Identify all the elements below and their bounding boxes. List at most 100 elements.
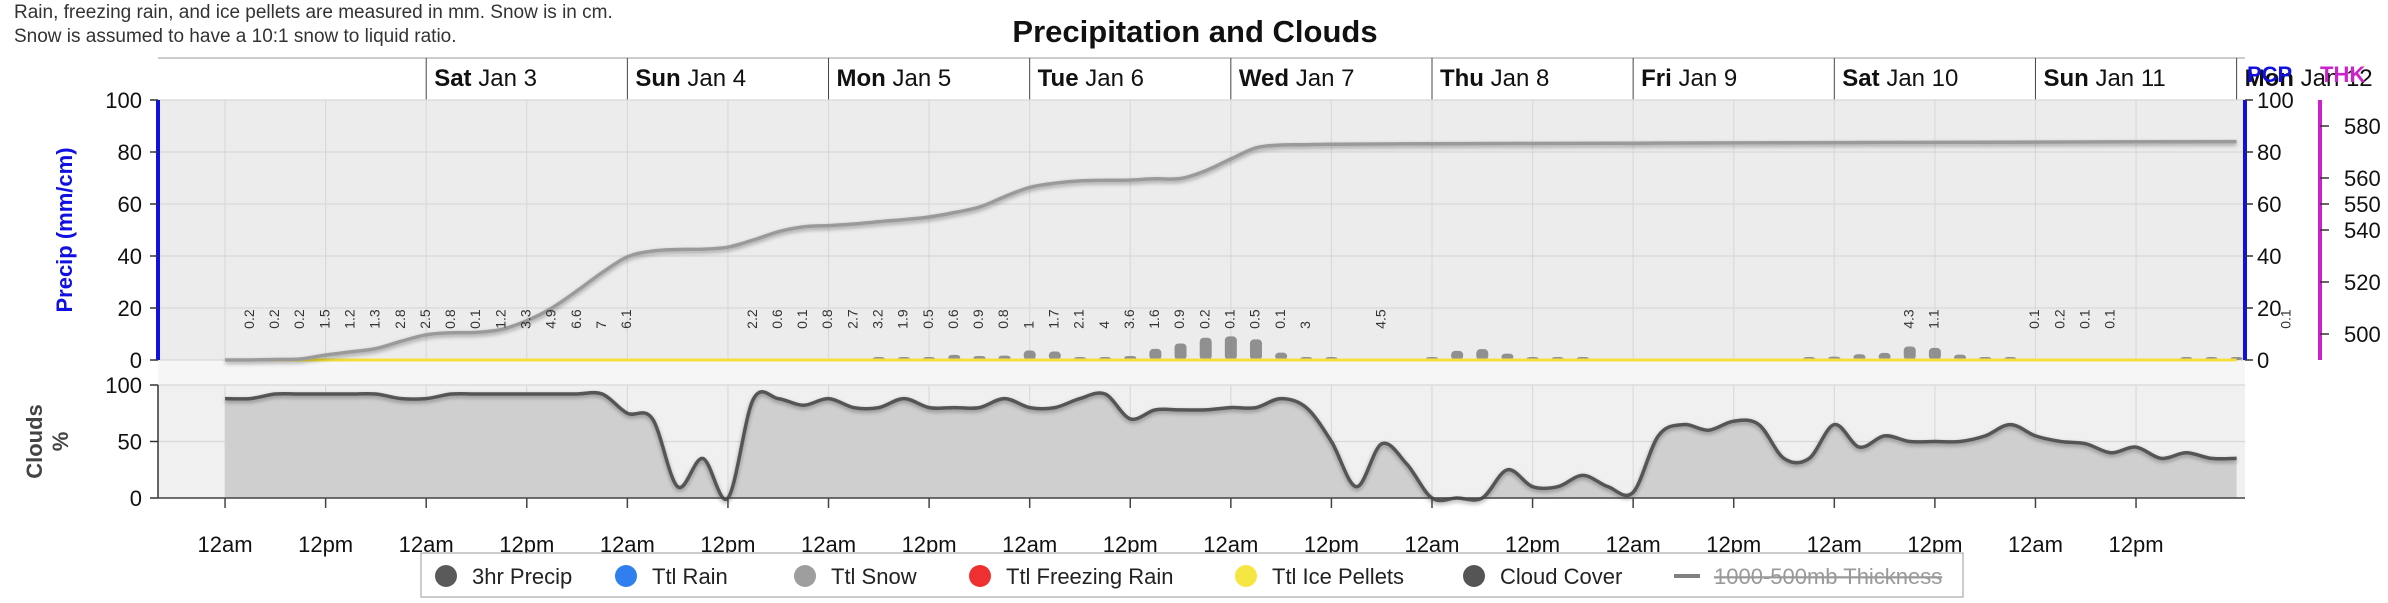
- precip-y-axis-label: Precip (mm/cm): [52, 147, 77, 312]
- precip-3hr-label: 6.6: [568, 309, 584, 329]
- precip-left-tick-label: 40: [118, 244, 142, 269]
- cloud-cover-line: [225, 390, 2237, 503]
- precip-3hr-label: 0.9: [1171, 309, 1187, 329]
- precip-3hr-label: 4.3: [1900, 309, 1916, 329]
- thk-tick-label: 580: [2344, 114, 2381, 139]
- precip-3hr-label: 0.2: [241, 309, 257, 329]
- legend-item: Ttl Rain: [615, 564, 728, 589]
- day-label: Thu Jan 8: [1440, 65, 1549, 92]
- thk-tick-label: 550: [2344, 192, 2381, 217]
- day-date: Jan 11: [2095, 65, 2165, 92]
- time-tick-label: 12am: [2008, 532, 2063, 557]
- precip-3hr-bar: [1451, 350, 1464, 360]
- time-tick-label: 12pm: [2109, 532, 2164, 557]
- time-tick-label: 12am: [198, 532, 253, 557]
- precip-3hr-label: 6.1: [618, 309, 634, 329]
- precip-3hr-label: 1.2: [492, 309, 508, 329]
- cloud-left-tick-label: 0: [130, 486, 142, 511]
- precip-3hr-label: 0.8: [819, 309, 835, 329]
- precip-right-tick-label: 60: [2257, 192, 2281, 217]
- legend-label: 3hr Precip: [472, 564, 572, 589]
- precip-3hr-label: 0.1: [1222, 309, 1238, 329]
- precip-right-tick-label: 100: [2257, 88, 2294, 113]
- precip-3hr-label: 1.7: [1046, 309, 1062, 329]
- day-label: Fri Jan 9: [1641, 65, 1737, 92]
- precip-3hr-label: 0.1: [1272, 309, 1288, 329]
- precip-3hr-label: 3.6: [1121, 309, 1137, 329]
- precip-3hr-label: 0.1: [467, 309, 483, 329]
- precip-3hr-bar: [1048, 351, 1061, 360]
- legend-label: Ttl Rain: [652, 564, 728, 589]
- precip-3hr-label: 0.2: [266, 309, 282, 329]
- day-date: Jan 9: [1678, 65, 1737, 92]
- precip-3hr-label: 0.5: [920, 309, 936, 329]
- cloud-y-axis-label: Clouds: [22, 404, 47, 479]
- precip-3hr-label: 3.3: [518, 309, 534, 329]
- time-tick-label: 12pm: [298, 532, 353, 557]
- precip-right-tick-label: 40: [2257, 244, 2281, 269]
- thk-axis-label: THK: [2320, 62, 2365, 87]
- precip-3hr-bar: [1224, 336, 1237, 360]
- precip-3hr-label: 4: [1096, 321, 1112, 329]
- precip-3hr-label: 1.1: [1926, 309, 1942, 329]
- precip-3hr-label: 0.1: [794, 309, 810, 329]
- cloud-cover-area: [225, 391, 2237, 501]
- day-label: Mon Jan 12: [2245, 65, 2373, 92]
- legend-label: Ttl Snow: [831, 564, 917, 589]
- day-of-week: Thu: [1440, 65, 1491, 92]
- legend-label: Cloud Cover: [1500, 564, 1622, 589]
- precip-3hr-label: 1.5: [316, 309, 332, 329]
- day-label: Sat Jan 3: [434, 65, 537, 92]
- precip-left-tick-label: 0: [130, 348, 142, 373]
- legend-swatch: [1463, 565, 1485, 587]
- day-of-week: Mon: [837, 65, 893, 92]
- precip-3hr-bar: [1023, 350, 1036, 360]
- day-label: Tue Jan 6: [1038, 65, 1144, 92]
- precip-3hr-label: 0.8: [995, 309, 1011, 329]
- day-date: Jan 10: [1886, 65, 1958, 92]
- chart-title: Precipitation and Clouds: [1012, 14, 1377, 49]
- precip-3hr-label: 2.7: [844, 309, 860, 329]
- precip-3hr-bar: [1903, 346, 1916, 360]
- precip-3hr-label: 0.5: [1247, 309, 1263, 329]
- day-date: Jan 6: [1085, 65, 1144, 92]
- precip-3hr-bar: [1928, 347, 1941, 360]
- precip-3hr-bar: [1199, 337, 1212, 360]
- cloud-left-tick-label: 50: [118, 430, 142, 455]
- legend-item: Ttl Snow: [794, 564, 917, 589]
- precip-3hr-label: 2.5: [417, 309, 433, 329]
- day-of-week: Sat: [434, 65, 478, 92]
- day-date: Jan 5: [893, 65, 952, 92]
- precip-3hr-label: 0.6: [945, 309, 961, 329]
- day-date: Jan 12: [2301, 65, 2373, 92]
- legend-label: Ttl Freezing Rain: [1006, 564, 1174, 589]
- day-label: Mon Jan 5: [837, 65, 952, 92]
- precip-3hr-bar: [1249, 339, 1262, 360]
- thk-tick-label: 560: [2344, 166, 2381, 191]
- thk-tick-label: 540: [2344, 218, 2381, 243]
- precip-right-tick-label: 0: [2257, 348, 2269, 373]
- precip-3hr-label: 0.6: [769, 309, 785, 329]
- legend-swatch: [435, 565, 457, 587]
- thk-tick-label: 500: [2344, 322, 2381, 347]
- legend-swatch: [794, 565, 816, 587]
- legend-swatch: [1235, 565, 1257, 587]
- precip-3hr-label: 2.1: [1071, 309, 1087, 329]
- precip-3hr-label: 1.2: [342, 309, 358, 329]
- day-of-week: Sun: [635, 65, 687, 92]
- day-date: Jan 7: [1296, 65, 1355, 92]
- precip-3hr-label: 0.2: [1196, 309, 1212, 329]
- precip-3hr-label: 4.5: [1372, 309, 1388, 329]
- legend-item: Ttl Freezing Rain: [969, 564, 1174, 589]
- total-snow-line: [225, 139, 2237, 362]
- units-note: Rain, freezing rain, and ice pellets are…: [14, 2, 613, 23]
- precip-right-tick-label: 80: [2257, 140, 2281, 165]
- precip-3hr-label: 1.3: [367, 309, 383, 329]
- pcp-axis-label: PCP: [2247, 62, 2292, 87]
- precip-3hr-bar: [1275, 352, 1288, 360]
- precip-3hr-label: 0.1: [2026, 309, 2042, 329]
- day-of-week: Tue: [1038, 65, 1086, 92]
- day-date: Jan 8: [1491, 65, 1550, 92]
